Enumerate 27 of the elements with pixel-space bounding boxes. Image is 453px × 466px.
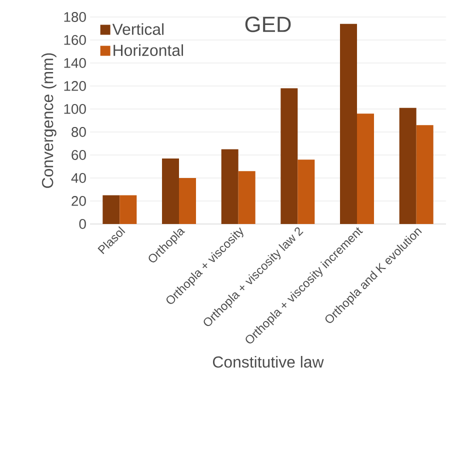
legend-label: Horizontal bbox=[114, 44, 183, 56]
bar bbox=[340, 24, 357, 224]
y-tick-label: 0 bbox=[79, 219, 86, 229]
bar bbox=[221, 149, 238, 224]
y-tick-label: 160 bbox=[64, 35, 86, 45]
chart-title: GED bbox=[245, 16, 291, 32]
bar bbox=[162, 158, 179, 224]
bar bbox=[102, 195, 120, 224]
bar bbox=[280, 88, 298, 224]
bar bbox=[399, 108, 416, 224]
y-tick-label: 60 bbox=[72, 150, 86, 160]
y-tick-label: 80 bbox=[72, 127, 86, 137]
bar bbox=[179, 178, 196, 224]
bar bbox=[298, 160, 315, 224]
bar bbox=[416, 125, 434, 224]
bar bbox=[120, 195, 137, 224]
y-axis-title: Convergence (mm) bbox=[42, 53, 56, 188]
y-tick-label: 120 bbox=[64, 81, 86, 91]
y-tick-label: 140 bbox=[64, 58, 86, 68]
bar bbox=[357, 114, 374, 224]
x-axis-title: Constitutive law bbox=[212, 356, 324, 368]
y-tick-label: 20 bbox=[72, 196, 86, 206]
y-tick-label: 180 bbox=[64, 12, 86, 22]
y-tick-label: 100 bbox=[64, 104, 86, 114]
y-tick-label: 40 bbox=[71, 173, 86, 183]
bar bbox=[238, 171, 256, 224]
legend-label: Vertical bbox=[112, 23, 164, 35]
